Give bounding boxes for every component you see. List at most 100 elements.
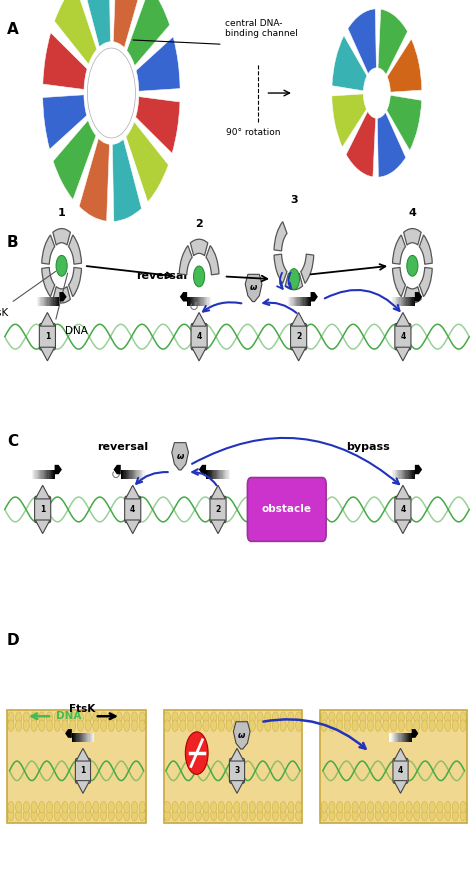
Wedge shape	[112, 139, 142, 222]
Circle shape	[249, 712, 255, 723]
Text: central DNA-
binding channel: central DNA- binding channel	[225, 19, 298, 38]
Circle shape	[70, 810, 76, 820]
Circle shape	[234, 810, 240, 820]
Circle shape	[421, 801, 428, 813]
Circle shape	[70, 801, 76, 813]
Bar	[187, 297, 188, 307]
Circle shape	[16, 801, 22, 813]
Bar	[305, 297, 306, 307]
Circle shape	[124, 719, 130, 732]
Bar	[210, 470, 211, 479]
Wedge shape	[43, 95, 87, 150]
Bar	[399, 297, 401, 307]
Bar	[410, 734, 411, 742]
Bar	[76, 734, 77, 742]
Circle shape	[31, 810, 37, 820]
FancyBboxPatch shape	[395, 323, 411, 350]
Bar	[403, 470, 404, 479]
Circle shape	[445, 712, 451, 723]
Bar	[32, 470, 33, 479]
FancyBboxPatch shape	[247, 478, 326, 541]
Bar	[39, 470, 40, 479]
Bar	[83, 734, 84, 742]
Circle shape	[296, 719, 301, 732]
Text: 1: 1	[80, 766, 86, 775]
Circle shape	[131, 719, 137, 732]
Bar	[192, 297, 193, 307]
Text: A: A	[7, 22, 19, 37]
Bar	[222, 470, 223, 479]
Polygon shape	[192, 347, 206, 361]
Wedge shape	[113, 0, 144, 48]
Bar	[139, 470, 140, 479]
Circle shape	[139, 810, 145, 820]
Bar	[36, 297, 38, 307]
Circle shape	[421, 719, 428, 732]
Circle shape	[367, 712, 374, 723]
Circle shape	[406, 719, 412, 732]
Circle shape	[124, 712, 130, 723]
Circle shape	[54, 810, 60, 820]
Text: ω: ω	[176, 452, 184, 461]
Bar	[391, 470, 392, 479]
Polygon shape	[292, 313, 306, 326]
Bar	[137, 470, 139, 479]
Circle shape	[180, 719, 186, 732]
Bar	[194, 297, 195, 307]
Bar	[306, 297, 307, 307]
Circle shape	[31, 712, 37, 723]
Circle shape	[360, 801, 366, 813]
Circle shape	[437, 810, 443, 820]
Circle shape	[85, 801, 91, 813]
Bar	[36, 470, 38, 479]
Circle shape	[264, 801, 271, 813]
Bar	[191, 297, 192, 307]
Bar	[292, 297, 294, 307]
Bar	[403, 734, 404, 742]
Bar	[85, 734, 86, 742]
Circle shape	[164, 810, 170, 820]
Circle shape	[383, 712, 389, 723]
Circle shape	[16, 712, 22, 723]
Bar	[197, 297, 198, 307]
Bar	[404, 470, 405, 479]
Text: FtsK: FtsK	[0, 308, 9, 318]
Circle shape	[337, 810, 343, 820]
Circle shape	[329, 719, 335, 732]
Wedge shape	[332, 94, 366, 147]
Bar	[52, 470, 54, 479]
Bar	[405, 470, 407, 479]
Bar	[44, 297, 45, 307]
Circle shape	[337, 712, 343, 723]
Bar	[217, 470, 218, 479]
Circle shape	[241, 719, 247, 732]
Polygon shape	[396, 313, 410, 326]
Circle shape	[39, 719, 45, 732]
Circle shape	[344, 719, 350, 732]
Text: B: B	[7, 235, 19, 250]
Circle shape	[77, 810, 83, 820]
Bar	[400, 734, 401, 742]
Circle shape	[445, 801, 451, 813]
Bar	[308, 297, 310, 307]
Text: 4: 4	[400, 505, 406, 514]
Circle shape	[100, 810, 107, 820]
Circle shape	[288, 801, 294, 813]
Text: 3: 3	[290, 195, 298, 205]
Bar	[54, 297, 55, 307]
Bar	[408, 297, 409, 307]
Circle shape	[39, 801, 45, 813]
Circle shape	[460, 810, 466, 820]
Text: D: D	[7, 633, 20, 649]
Bar	[91, 734, 92, 742]
Wedge shape	[404, 229, 421, 245]
Wedge shape	[43, 33, 87, 89]
Bar	[127, 470, 128, 479]
Circle shape	[398, 810, 404, 820]
Circle shape	[203, 810, 209, 820]
Circle shape	[375, 810, 381, 820]
Bar	[391, 297, 392, 307]
Polygon shape	[396, 520, 410, 533]
Circle shape	[203, 719, 209, 732]
Circle shape	[8, 810, 14, 820]
